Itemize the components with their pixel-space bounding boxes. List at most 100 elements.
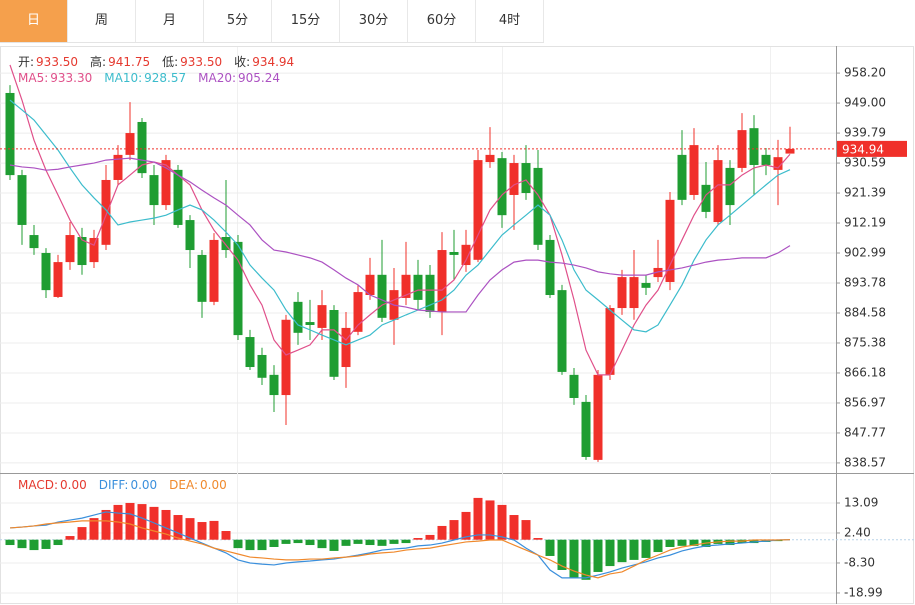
macd-bar bbox=[677, 539, 687, 546]
macd-bar bbox=[629, 539, 639, 560]
macd-bar bbox=[617, 539, 627, 563]
candle-body bbox=[425, 274, 435, 312]
macd-bar bbox=[53, 539, 63, 546]
macd-bar bbox=[65, 536, 75, 540]
macd-bar bbox=[533, 538, 543, 540]
ma-line bbox=[9, 64, 791, 376]
y-tick-label: 13.09 bbox=[844, 495, 878, 509]
candle-body bbox=[329, 309, 339, 377]
macd-bar bbox=[185, 518, 195, 540]
candle-body bbox=[17, 175, 27, 225]
y-tick-label: 875.38 bbox=[844, 335, 886, 349]
candle-body bbox=[281, 319, 291, 396]
tab[interactable]: 15分 bbox=[272, 0, 340, 42]
legend-name: MA20: bbox=[198, 71, 236, 85]
macd-bar bbox=[233, 539, 243, 549]
legend-value: 905.24 bbox=[238, 71, 280, 85]
candle-body bbox=[605, 308, 615, 375]
macd-bar bbox=[545, 539, 555, 556]
ohlc-value: 933.50 bbox=[36, 55, 79, 69]
ohlc-header: 开: 933.50 高: 941.75 低: 933.50 收: 934.94 bbox=[18, 53, 306, 70]
candle-body bbox=[737, 130, 747, 168]
tab[interactable]: 月 bbox=[136, 0, 204, 42]
macd-bar bbox=[5, 539, 15, 546]
macd-bar bbox=[41, 539, 51, 549]
candle-body bbox=[713, 160, 723, 223]
macd-bar bbox=[209, 520, 219, 540]
candle-body bbox=[545, 239, 555, 296]
candle-body bbox=[149, 175, 159, 206]
legend-name: MA5: bbox=[18, 71, 49, 85]
macd-bar bbox=[293, 539, 303, 544]
macd-bar bbox=[269, 539, 279, 547]
tab[interactable]: 30分 bbox=[340, 0, 408, 42]
tab[interactable]: 4时 bbox=[476, 0, 544, 42]
macd-bar bbox=[725, 539, 735, 546]
macd-bar bbox=[365, 539, 375, 546]
candle-body bbox=[653, 267, 663, 278]
legend-name: MACD: bbox=[18, 478, 59, 492]
candle-body bbox=[245, 337, 255, 368]
tab[interactable]: 60分 bbox=[408, 0, 476, 42]
y-tick-label: 930.59 bbox=[844, 156, 886, 170]
candle-body bbox=[101, 179, 111, 245]
candle-body bbox=[173, 169, 183, 225]
macd-bar bbox=[581, 539, 591, 580]
candle-body bbox=[413, 274, 423, 300]
candle-body bbox=[197, 254, 207, 302]
y-tick-label: 921.39 bbox=[844, 186, 886, 200]
macd-bar bbox=[437, 525, 447, 540]
candle-body bbox=[125, 133, 135, 155]
candle-body bbox=[569, 374, 579, 398]
macd-bar bbox=[257, 539, 267, 551]
macd-bar bbox=[377, 539, 387, 546]
candle-body bbox=[185, 220, 195, 251]
candle-body bbox=[269, 374, 279, 396]
macd-line bbox=[9, 511, 791, 579]
candle-body bbox=[749, 128, 759, 165]
candle-body bbox=[233, 241, 243, 336]
candle-body bbox=[641, 282, 651, 288]
candle-body bbox=[209, 239, 219, 302]
candle-body bbox=[617, 277, 627, 309]
candle-body bbox=[449, 251, 459, 255]
macd-bar bbox=[77, 527, 87, 540]
candle-body bbox=[581, 401, 591, 457]
tab[interactable]: 5分 bbox=[204, 0, 272, 42]
candle-body bbox=[473, 160, 483, 260]
ohlc-label: 收: bbox=[234, 55, 251, 69]
macd-bar bbox=[137, 504, 147, 540]
candle-body bbox=[701, 184, 711, 212]
ohlc-label: 高: bbox=[90, 55, 107, 69]
y-tick-label: 893.78 bbox=[844, 276, 886, 290]
candle-body bbox=[41, 252, 51, 291]
macd-bar bbox=[509, 515, 519, 540]
macd-bar bbox=[653, 539, 663, 553]
tab[interactable]: 日 bbox=[0, 0, 68, 42]
ohlc-label: 低: bbox=[162, 55, 179, 69]
macd-bar bbox=[101, 509, 111, 540]
ma-line bbox=[9, 157, 791, 313]
candle-body bbox=[629, 277, 639, 309]
macd-bar bbox=[605, 539, 615, 567]
macd-line bbox=[9, 520, 791, 579]
macd-bar bbox=[413, 538, 423, 540]
candle-body bbox=[77, 237, 87, 266]
candle-body bbox=[317, 305, 327, 328]
candle-body bbox=[461, 244, 471, 266]
candle-body bbox=[365, 274, 375, 296]
candle-body bbox=[353, 292, 363, 332]
macd-bar bbox=[89, 518, 99, 540]
candle-body bbox=[5, 92, 15, 176]
tab-bar: 日周月 5分 15分 30分 60分 4时 bbox=[0, 0, 544, 43]
macd-bar bbox=[245, 539, 255, 551]
macd-bar bbox=[329, 539, 339, 551]
macd-bar bbox=[665, 539, 675, 547]
macd-bar bbox=[125, 502, 135, 540]
macd-bar bbox=[641, 539, 651, 558]
tab[interactable]: 周 bbox=[68, 0, 136, 42]
macd-bar bbox=[401, 539, 411, 544]
macd-legend: MACD: 0.00 DIFF: 0.00 DEA: 0.00 bbox=[18, 478, 239, 492]
y-tick-label: -18.99 bbox=[844, 585, 883, 599]
